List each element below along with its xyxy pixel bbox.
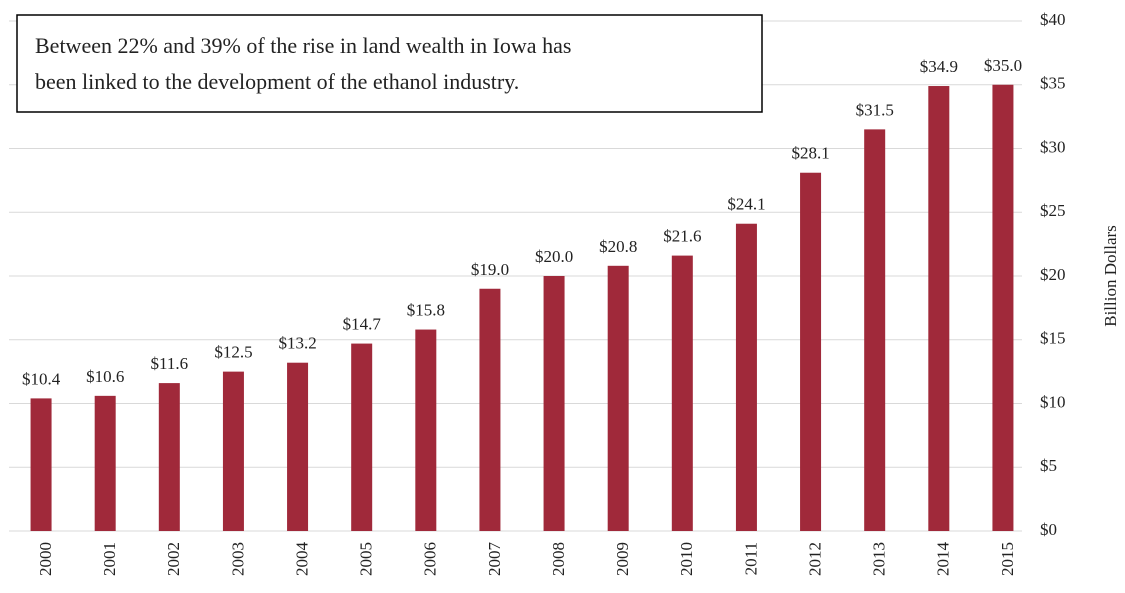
value-label: $15.8 (407, 301, 445, 320)
x-tick-label: 2013 (870, 542, 889, 576)
bar (158, 383, 180, 531)
x-tick-label: 2005 (357, 542, 376, 576)
bar (222, 371, 244, 531)
bar (94, 395, 116, 531)
value-label: $10.4 (22, 369, 61, 388)
value-label: $35.0 (984, 56, 1022, 75)
annotation-box (16, 14, 763, 113)
annotation-line: been linked to the development of the et… (35, 69, 519, 94)
bar (864, 129, 886, 531)
value-label: $14.7 (343, 315, 382, 334)
bar (479, 288, 501, 531)
value-label: $20.0 (535, 247, 573, 266)
bar (735, 223, 757, 531)
y-tick-label: $5 (1040, 456, 1057, 475)
bar (800, 172, 822, 531)
x-tick-label: 2012 (805, 542, 824, 576)
value-label: $31.5 (856, 100, 894, 119)
x-tick-label: 2008 (549, 542, 568, 576)
bars (30, 84, 1014, 532)
x-tick-label: 2014 (934, 542, 953, 577)
value-label: $21.6 (663, 227, 701, 246)
y-axis-label: Billion Dollars (1101, 225, 1120, 327)
bar (992, 84, 1014, 531)
y-tick-label: $35 (1040, 74, 1066, 93)
x-tick-label: 2001 (100, 542, 119, 576)
annotation-line: Between 22% and 39% of the rise in land … (35, 33, 571, 58)
value-label: $19.0 (471, 260, 509, 279)
bar (928, 86, 950, 532)
y-tick-label: $10 (1040, 392, 1066, 411)
y-tick-label: $30 (1040, 137, 1066, 156)
bar (351, 343, 373, 531)
y-tick-label: $20 (1040, 265, 1066, 284)
bar (415, 329, 437, 531)
bar (287, 362, 309, 531)
x-tick-label: 2003 (228, 542, 247, 576)
y-tick-label: $25 (1040, 201, 1066, 220)
y-tick-label: $40 (1040, 10, 1066, 29)
bar (30, 398, 52, 531)
value-label: $24.1 (727, 195, 765, 214)
value-label: $11.6 (151, 354, 189, 373)
value-label: $34.9 (920, 57, 958, 76)
value-label: $13.2 (278, 334, 316, 353)
x-tick-label: 2011 (741, 542, 760, 575)
x-tick-label: 2004 (292, 542, 311, 577)
bar (543, 276, 565, 531)
value-label: $12.5 (214, 343, 252, 362)
x-tick-label: 2015 (998, 542, 1017, 576)
x-tick-label: 2010 (677, 542, 696, 576)
x-tick-label: 2009 (613, 542, 632, 576)
x-tick-label: 2002 (164, 542, 183, 576)
value-label: $28.1 (791, 144, 829, 163)
value-label: $20.8 (599, 237, 637, 256)
x-tick-label: 2006 (421, 542, 440, 576)
x-tick-label: 2007 (485, 542, 504, 577)
bar (607, 265, 629, 531)
value-label: $10.6 (86, 367, 124, 386)
y-tick-label: $0 (1040, 520, 1057, 539)
x-tick-label: 2000 (36, 542, 55, 576)
y-tick-label: $15 (1040, 329, 1066, 348)
bar (671, 255, 693, 531)
